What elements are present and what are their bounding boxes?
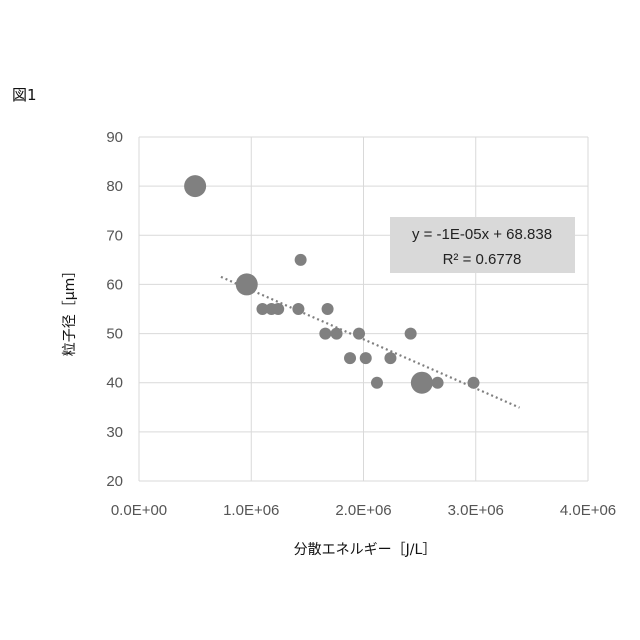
data-point <box>360 352 372 364</box>
data-point <box>411 372 433 394</box>
data-point <box>184 175 206 197</box>
data-point <box>319 328 331 340</box>
y-tick-label: 60 <box>106 276 123 293</box>
x-tick-label: 3.0E+06 <box>448 502 504 519</box>
data-point <box>405 328 417 340</box>
trendline-r-squared: R² = 0.6778 <box>443 251 522 268</box>
data-point <box>292 303 304 315</box>
y-tick-label: 80 <box>106 178 123 195</box>
data-point <box>353 328 365 340</box>
x-tick-labels: 0.0E+00 1.0E+06 2.0E+06 3.0E+06 4.0E+06 <box>111 502 616 519</box>
data-point <box>331 328 343 340</box>
y-tick-label: 40 <box>106 375 123 392</box>
data-point <box>322 303 334 315</box>
gridlines <box>139 137 588 481</box>
data-point <box>371 377 383 389</box>
x-tick-label: 0.0E+00 <box>111 502 167 519</box>
y-tick-label: 70 <box>106 227 123 244</box>
data-point <box>236 273 258 295</box>
data-point <box>384 352 396 364</box>
y-tick-label: 90 <box>106 129 123 146</box>
data-point <box>468 377 480 389</box>
data-point <box>432 377 444 389</box>
y-tick-label: 30 <box>106 424 123 441</box>
x-tick-label: 2.0E+06 <box>335 502 391 519</box>
trendline-equation-box: y = -1E-05x + 68.838 R² = 0.6778 <box>390 217 575 273</box>
y-tick-label: 50 <box>106 326 123 343</box>
x-tick-label: 1.0E+06 <box>223 502 279 519</box>
x-tick-label: 4.0E+06 <box>560 502 616 519</box>
data-point <box>272 303 284 315</box>
y-tick-labels: 20 30 40 50 60 70 80 90 <box>106 129 123 490</box>
x-axis-title: 分散エネルギー［J/L］ <box>294 542 437 558</box>
trendline-equation: y = -1E-05x + 68.838 <box>412 226 552 243</box>
y-tick-label: 20 <box>106 473 123 490</box>
y-axis-title: 粒子径［μm］ <box>62 264 78 357</box>
data-point <box>344 352 356 364</box>
data-point <box>295 254 307 266</box>
